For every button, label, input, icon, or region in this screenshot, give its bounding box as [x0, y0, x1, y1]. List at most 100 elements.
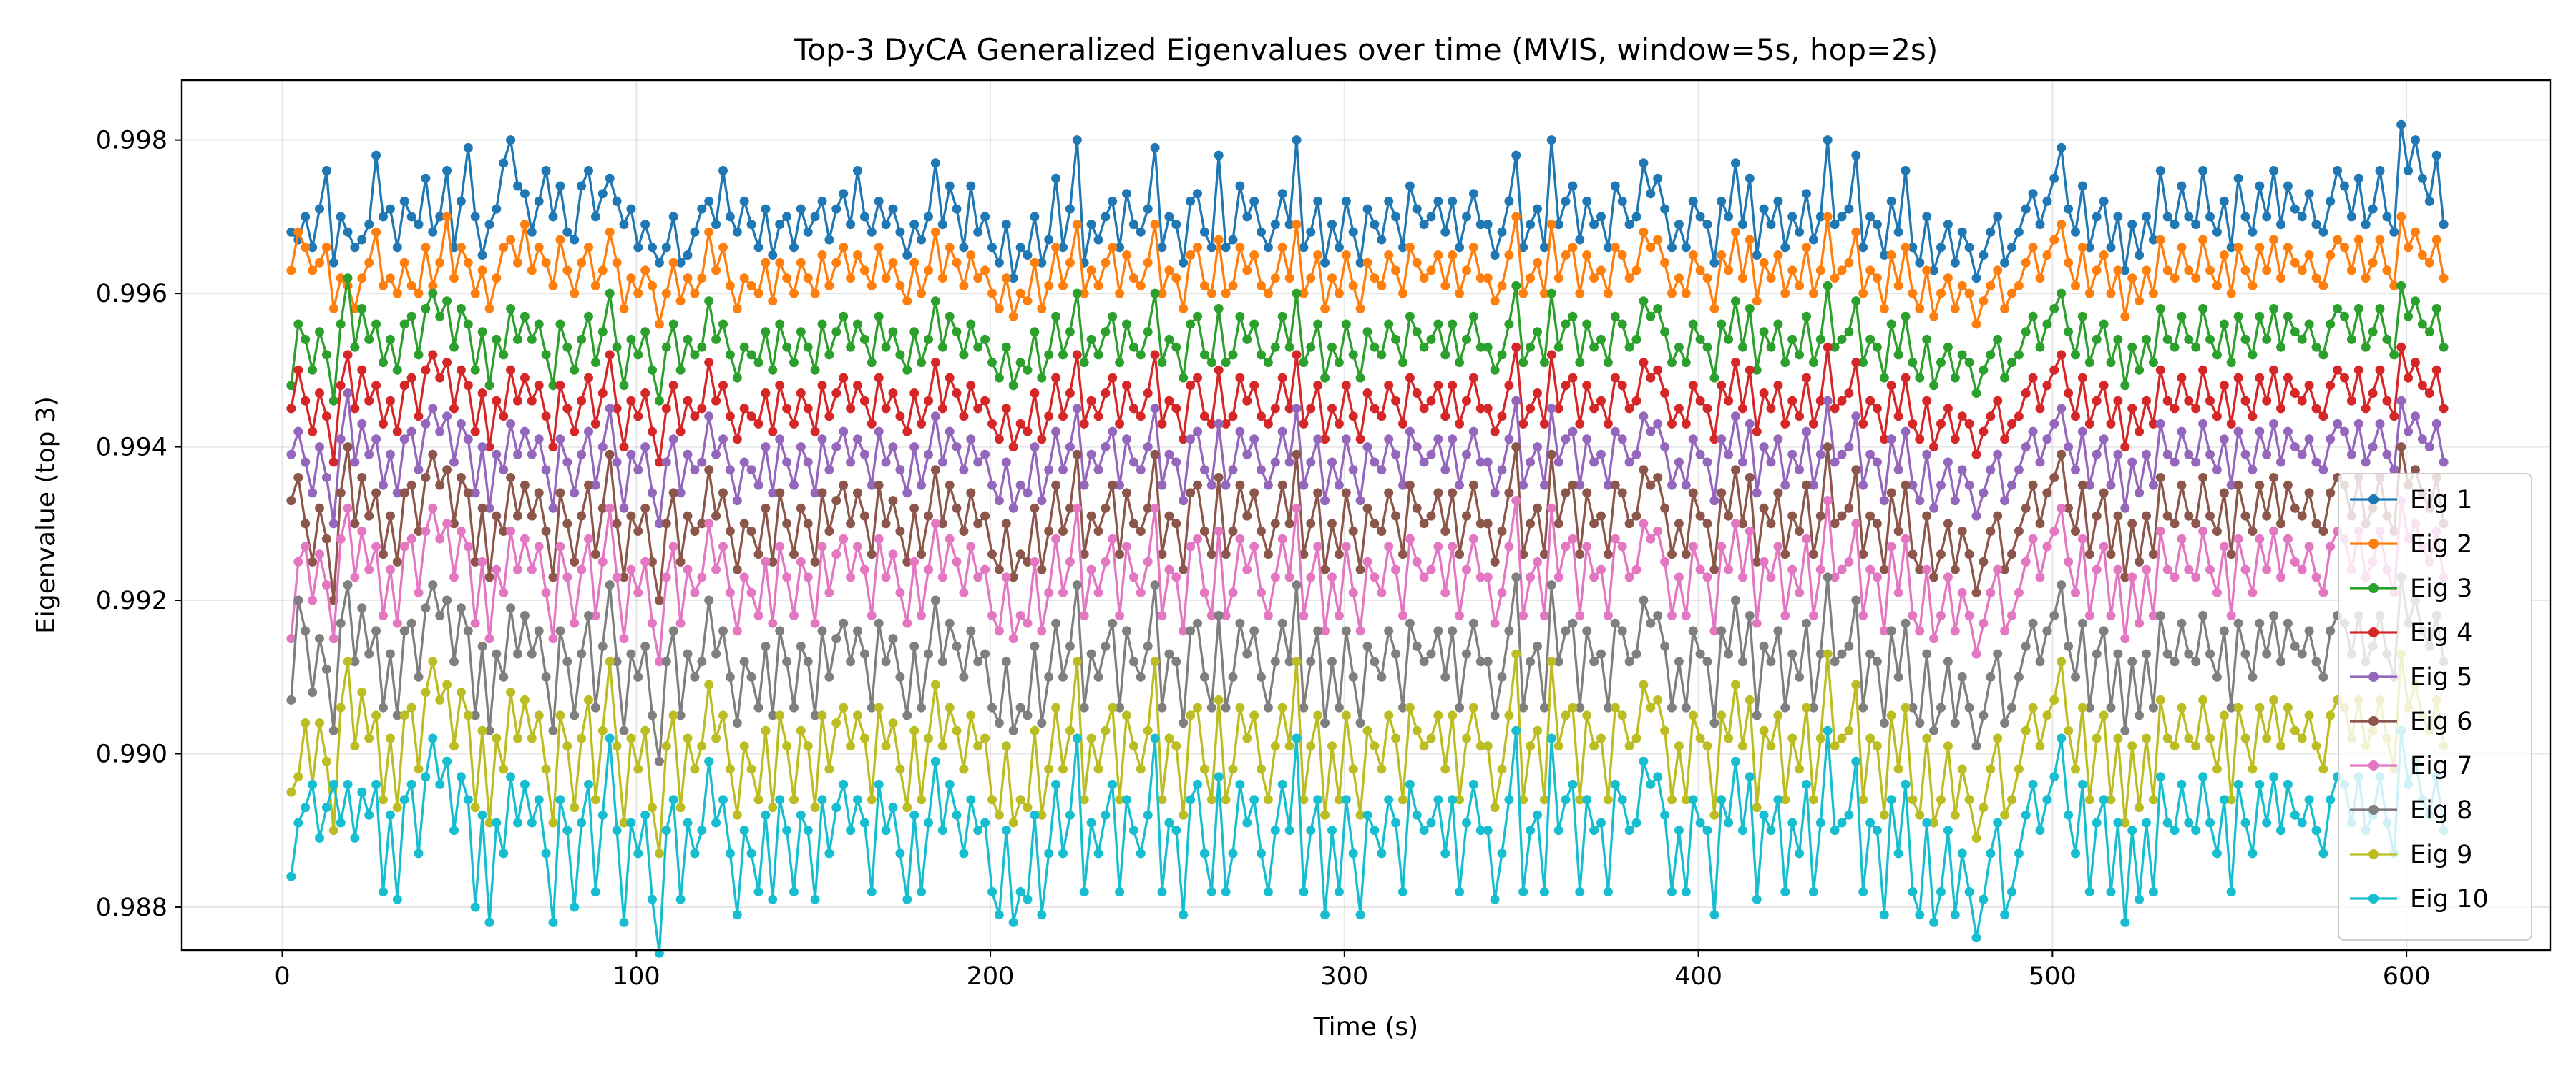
data-point — [1631, 265, 1641, 275]
data-point — [1646, 703, 1656, 713]
data-point — [541, 764, 551, 774]
data-point — [2198, 419, 2208, 429]
data-point — [2021, 503, 2031, 513]
data-point — [1072, 288, 1082, 298]
data-point — [2007, 703, 2016, 713]
data-point — [1193, 243, 1202, 253]
data-point — [1936, 795, 1946, 805]
data-point — [1624, 220, 1634, 230]
data-point — [1950, 810, 1960, 820]
data-point — [654, 258, 664, 268]
data-point — [399, 319, 409, 329]
data-point — [442, 358, 452, 368]
data-point — [803, 404, 813, 414]
data-point — [1780, 703, 1790, 713]
data-point — [2084, 288, 2094, 298]
data-point — [1780, 549, 1790, 559]
data-point — [2177, 618, 2187, 628]
data-point — [1624, 404, 1634, 414]
data-point — [1603, 611, 1613, 620]
data-point — [619, 818, 629, 828]
data-point — [1490, 710, 1500, 720]
data-point — [1320, 810, 1330, 820]
data-point — [1355, 304, 1365, 313]
data-point — [1008, 917, 1018, 927]
data-point — [2148, 358, 2158, 368]
data-point — [2099, 626, 2109, 636]
data-point — [1667, 795, 1677, 805]
data-point — [2021, 641, 2031, 651]
data-point — [1051, 480, 1061, 490]
data-point — [1589, 657, 1599, 667]
data-point — [1610, 480, 1620, 490]
data-point — [1922, 449, 1932, 459]
data-point — [2198, 304, 2208, 313]
y-tick-label: 0.994 — [96, 434, 167, 462]
data-point — [2283, 703, 2293, 713]
data-point — [1193, 618, 1202, 628]
data-point — [902, 557, 912, 567]
legend-label: Eig 3 — [2410, 574, 2472, 603]
data-point — [2368, 204, 2378, 214]
data-point — [371, 542, 381, 552]
data-point — [308, 365, 318, 375]
data-point — [746, 465, 756, 475]
data-point — [626, 204, 636, 214]
data-point — [499, 465, 509, 475]
data-point — [2333, 166, 2343, 175]
data-point — [1362, 442, 1372, 452]
data-point — [1688, 710, 1698, 720]
data-point — [1518, 611, 1528, 620]
data-point — [2248, 350, 2258, 360]
data-point — [2297, 733, 2307, 743]
data-point — [350, 404, 360, 414]
data-point — [1320, 304, 1330, 313]
data-point — [1030, 258, 1040, 268]
data-point — [577, 334, 587, 344]
data-point — [1851, 296, 1861, 306]
data-point — [301, 396, 311, 406]
data-point — [1695, 818, 1705, 828]
data-point — [612, 572, 622, 582]
data-point — [1979, 365, 1989, 375]
data-point — [541, 166, 551, 175]
data-point — [541, 258, 551, 268]
data-point — [414, 848, 424, 859]
data-point — [2212, 280, 2222, 290]
data-point — [570, 235, 580, 245]
data-point — [1617, 488, 1627, 498]
data-point — [1277, 618, 1287, 628]
data-point — [761, 641, 771, 651]
data-point — [308, 779, 318, 789]
data-point — [2113, 733, 2123, 743]
data-point — [1929, 818, 1939, 828]
data-point — [1631, 396, 1641, 406]
data-point — [371, 710, 381, 720]
data-point — [519, 373, 530, 383]
data-point — [597, 557, 608, 567]
data-point — [364, 511, 374, 521]
data-point — [2283, 181, 2293, 191]
data-point — [1681, 703, 1691, 713]
data-point — [746, 587, 756, 597]
data-point — [1179, 910, 1189, 920]
data-point — [1596, 818, 1606, 828]
data-point — [1433, 488, 1443, 498]
data-point — [1179, 496, 1189, 506]
data-point — [541, 411, 551, 421]
data-point — [1128, 572, 1138, 582]
data-point — [2092, 564, 2102, 574]
data-point — [2170, 404, 2180, 414]
data-point — [661, 243, 671, 253]
data-point — [1533, 204, 1542, 214]
data-point — [1596, 212, 1606, 222]
data-point — [973, 227, 983, 237]
data-point — [881, 342, 891, 352]
data-point — [442, 296, 452, 306]
data-point — [1667, 288, 1677, 298]
data-point — [1717, 795, 1727, 805]
series-2 — [286, 212, 2449, 329]
data-point — [2311, 519, 2321, 529]
x-axis-ticks: 0 100 200 300 400 500 600 — [274, 950, 2431, 991]
data-point — [753, 358, 763, 368]
